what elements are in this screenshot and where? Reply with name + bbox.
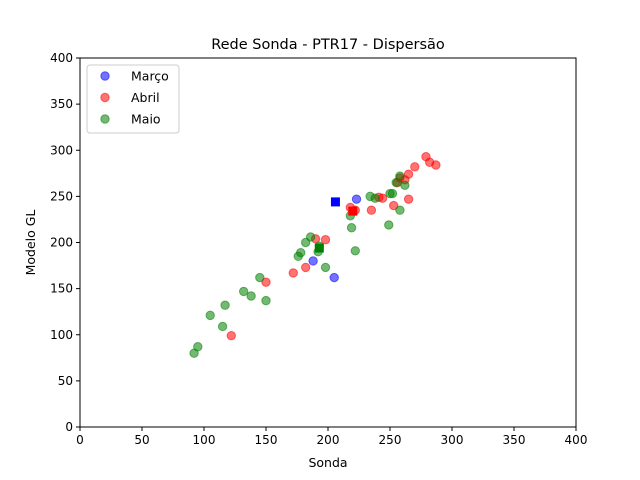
x-tick-label: 50 [134, 433, 149, 447]
data-point [389, 200, 399, 211]
x-tick-label: 0 [76, 433, 84, 447]
legend-marker [100, 71, 110, 81]
data-point [395, 205, 405, 215]
x-tick-label: 200 [317, 433, 340, 447]
x-tick-label: 350 [503, 433, 526, 447]
legend-marker [100, 92, 110, 103]
x-tick-label: 150 [255, 433, 278, 447]
y-tick-label: 50 [58, 374, 73, 388]
legend-label: Março [131, 69, 169, 84]
data-point [226, 330, 236, 341]
data-point [305, 232, 316, 242]
data-point [193, 342, 203, 352]
legend-label: Abril [131, 90, 160, 105]
data-point [300, 262, 311, 273]
chart-title: Rede Sonda - PTR17 - Dispersão [211, 37, 445, 53]
y-tick-label: 100 [50, 328, 73, 342]
data-point [329, 272, 339, 283]
data-point [220, 300, 230, 310]
y-tick-label: 200 [50, 236, 73, 250]
data-point [246, 291, 256, 301]
x-tick-label: 250 [379, 433, 402, 447]
mean-marker [330, 197, 340, 207]
data-point [403, 194, 414, 204]
x-axis-label: Sonda [308, 455, 347, 470]
data-point [410, 162, 420, 172]
data-point [346, 223, 357, 233]
data-point [370, 193, 380, 203]
data-point [384, 220, 394, 230]
y-tick-label: 300 [50, 143, 73, 157]
data-point [308, 256, 318, 266]
mean-marker [314, 243, 324, 253]
y-tick-label: 400 [50, 51, 73, 65]
data-point [387, 188, 398, 199]
axes-layer: 0 50 100 150 200 250 300 350 400 0 50 100 150 200 250 3… [50, 51, 587, 447]
data-point [431, 160, 441, 170]
data-point [351, 194, 362, 204]
y-tick-label: 0 [65, 420, 73, 434]
y-tick-label: 150 [50, 282, 73, 296]
x-tick-label: 100 [193, 433, 216, 447]
mean-marker [348, 206, 358, 216]
x-tick-label: 300 [441, 433, 464, 447]
data-point [350, 246, 360, 256]
data-point [320, 262, 331, 273]
legend: Março Abril Maio [86, 64, 180, 134]
data-point [261, 295, 271, 306]
data-point [288, 268, 298, 278]
data-point [255, 272, 265, 283]
y-tick-label: 250 [50, 189, 73, 203]
data-point [395, 171, 405, 181]
data-point [403, 169, 414, 179]
data-point [320, 235, 331, 245]
data-point [238, 286, 249, 297]
legend-label: Maio [131, 112, 161, 127]
data-point [205, 310, 215, 321]
data-point [366, 205, 377, 215]
y-tick-label: 350 [50, 97, 73, 111]
data-point [400, 180, 410, 191]
y-axis-label: Modelo GL [23, 210, 38, 276]
legend-frame [86, 64, 180, 134]
points-layer [189, 152, 441, 358]
data-point [217, 321, 228, 332]
legend-marker [100, 114, 110, 124]
x-tick-label: 400 [565, 433, 588, 447]
data-point [261, 277, 271, 287]
data-point [296, 247, 306, 258]
